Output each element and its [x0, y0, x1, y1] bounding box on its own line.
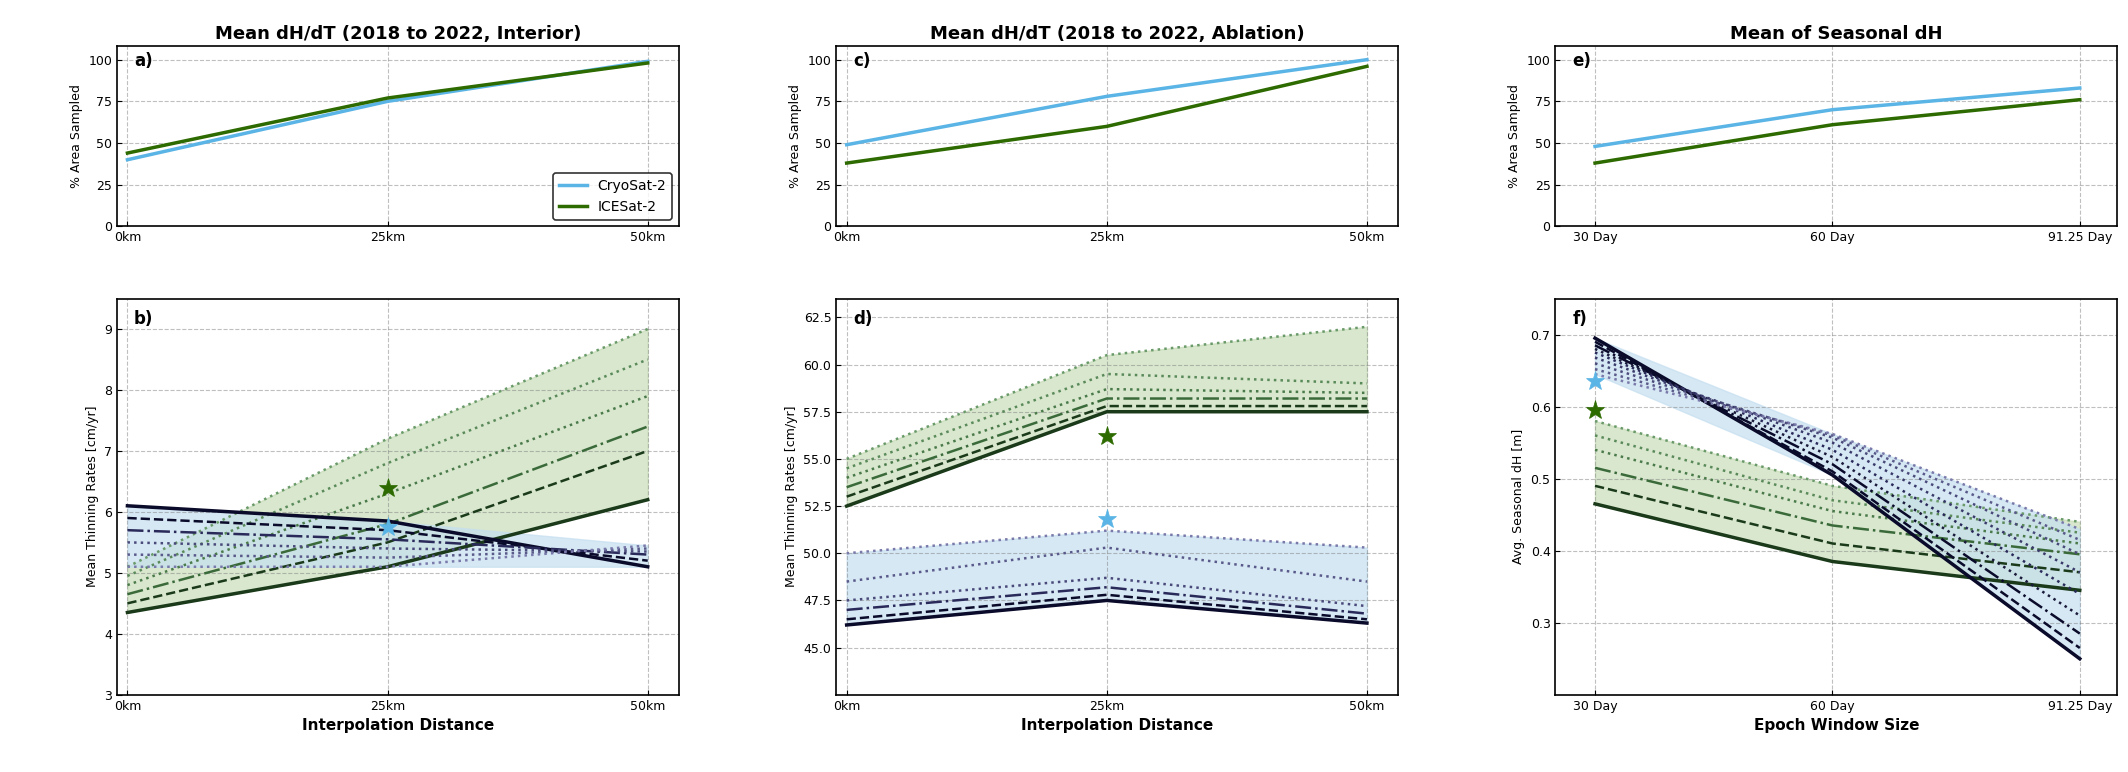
- ICESat-2: [634, 59, 660, 68]
- X-axis label: Interpolation Distance: Interpolation Distance: [302, 718, 494, 733]
- Y-axis label: % Area Sampled: % Area Sampled: [70, 84, 83, 188]
- X-axis label: Interpolation Distance: Interpolation Distance: [1021, 718, 1213, 733]
- ICESat-2: [375, 93, 400, 103]
- Text: f): f): [1573, 310, 1587, 328]
- Text: b): b): [134, 310, 153, 328]
- Title: Mean dH/dT (2018 to 2022, Interior): Mean dH/dT (2018 to 2022, Interior): [215, 25, 581, 43]
- Y-axis label: Avg. Seasonal dH [m]: Avg. Seasonal dH [m]: [1513, 429, 1526, 564]
- X-axis label: Epoch Window Size: Epoch Window Size: [1753, 718, 1919, 733]
- Title: Mean of Seasonal dH: Mean of Seasonal dH: [1730, 25, 1943, 43]
- Y-axis label: % Area Sampled: % Area Sampled: [1509, 84, 1522, 188]
- Text: a): a): [134, 52, 153, 69]
- Title: Mean dH/dT (2018 to 2022, Ablation): Mean dH/dT (2018 to 2022, Ablation): [930, 25, 1304, 43]
- CryoSat-2: [375, 96, 400, 106]
- Text: d): d): [853, 310, 872, 328]
- Y-axis label: Mean Thinning Rates [cm/yr]: Mean Thinning Rates [cm/yr]: [85, 406, 98, 587]
- Text: e): e): [1573, 52, 1592, 69]
- ICESat-2: [115, 148, 140, 157]
- Text: c): c): [853, 52, 870, 69]
- Line: CryoSat-2: CryoSat-2: [128, 61, 647, 160]
- CryoSat-2: [115, 155, 140, 164]
- CryoSat-2: [634, 56, 660, 66]
- Legend: CryoSat-2, ICESat-2: CryoSat-2, ICESat-2: [553, 174, 672, 219]
- Y-axis label: Mean Thinning Rates [cm/yr]: Mean Thinning Rates [cm/yr]: [785, 406, 798, 587]
- Line: ICESat-2: ICESat-2: [128, 63, 647, 153]
- Y-axis label: % Area Sampled: % Area Sampled: [789, 84, 802, 188]
